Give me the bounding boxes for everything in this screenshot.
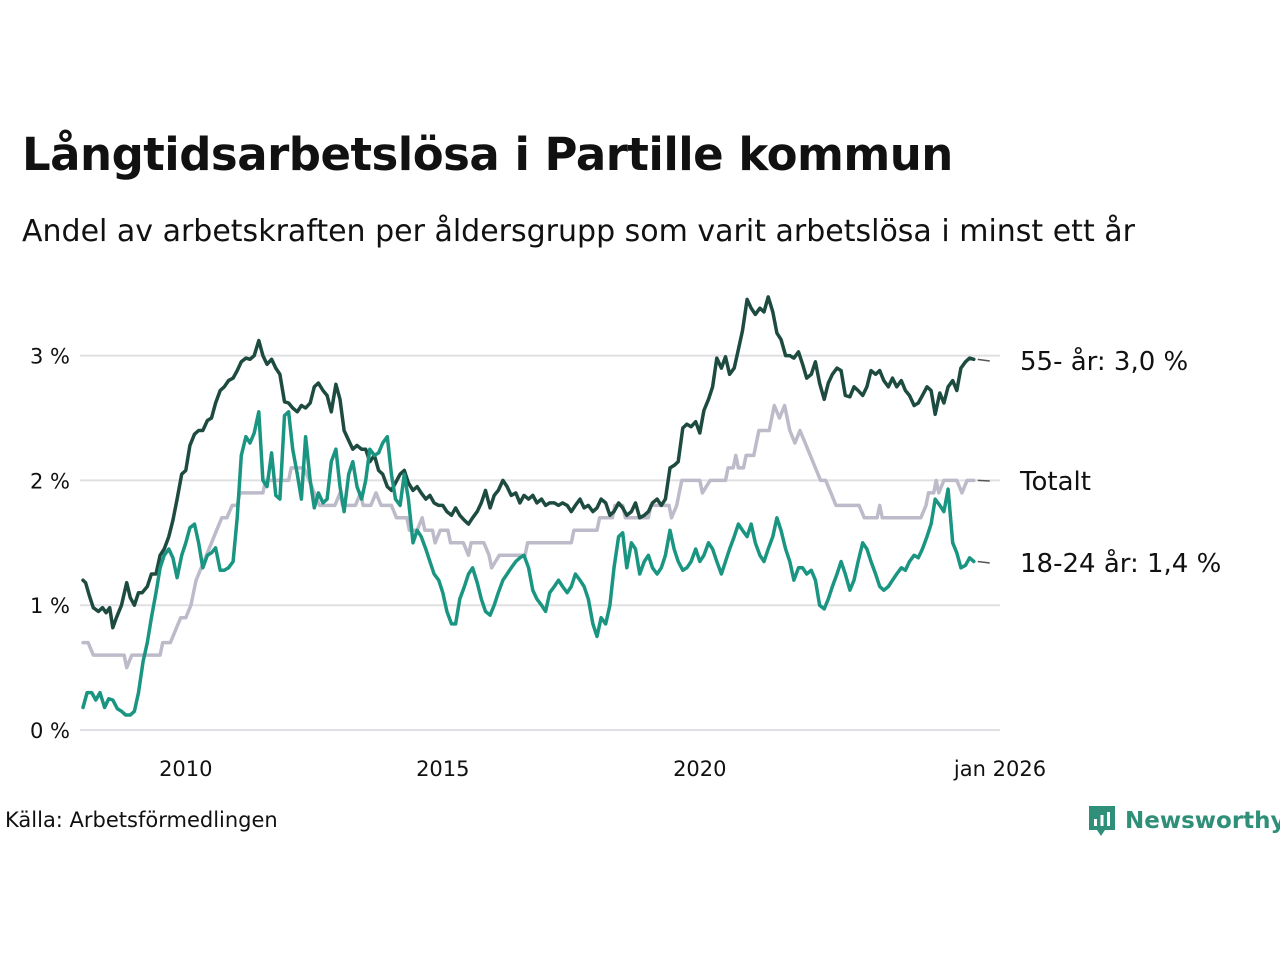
end-label-leader-18-24-r	[977, 560, 990, 564]
x-tick-label-2010: 2010	[159, 757, 212, 781]
end-label-18-24-r: 18-24 år: 1,4 %	[1020, 548, 1221, 579]
x-tick-label-2015: 2015	[416, 757, 469, 781]
chart-title: Långtidsarbetslösa i Partille kommun	[22, 128, 953, 181]
end-label-leader-55-r	[977, 358, 990, 362]
series-line-totalt	[81, 403, 976, 670]
newsworthy-logo: Newsworthy	[1087, 804, 1280, 838]
x-tick-label-2020: 2020	[673, 757, 726, 781]
source-note: Källa: Arbetsförmedlingen	[5, 808, 278, 832]
series-line-55-r	[81, 295, 976, 630]
newsworthy-logo-icon	[1089, 806, 1115, 836]
y-gridlines	[80, 354, 1000, 731]
end-label-totalt: Totalt	[1019, 467, 1091, 497]
y-tick-label-3: 3 %	[30, 345, 70, 369]
chart-subtitle: Andel av arbetskraften per åldersgrupp s…	[22, 214, 1135, 249]
newsworthy-logo-text: Newsworthy	[1125, 808, 1280, 834]
end-label-leader-totalt	[977, 479, 990, 482]
x-tick-label-jan-2026: jan 2026	[953, 757, 1046, 781]
y-tick-label-0: 0 %	[30, 719, 70, 743]
series-line-18-24-r	[81, 410, 976, 717]
end-label-55-r: 55- år: 3,0 %	[1020, 346, 1188, 377]
y-tick-label-2: 2 %	[30, 469, 70, 493]
y-tick-label-1: 1 %	[30, 594, 70, 618]
